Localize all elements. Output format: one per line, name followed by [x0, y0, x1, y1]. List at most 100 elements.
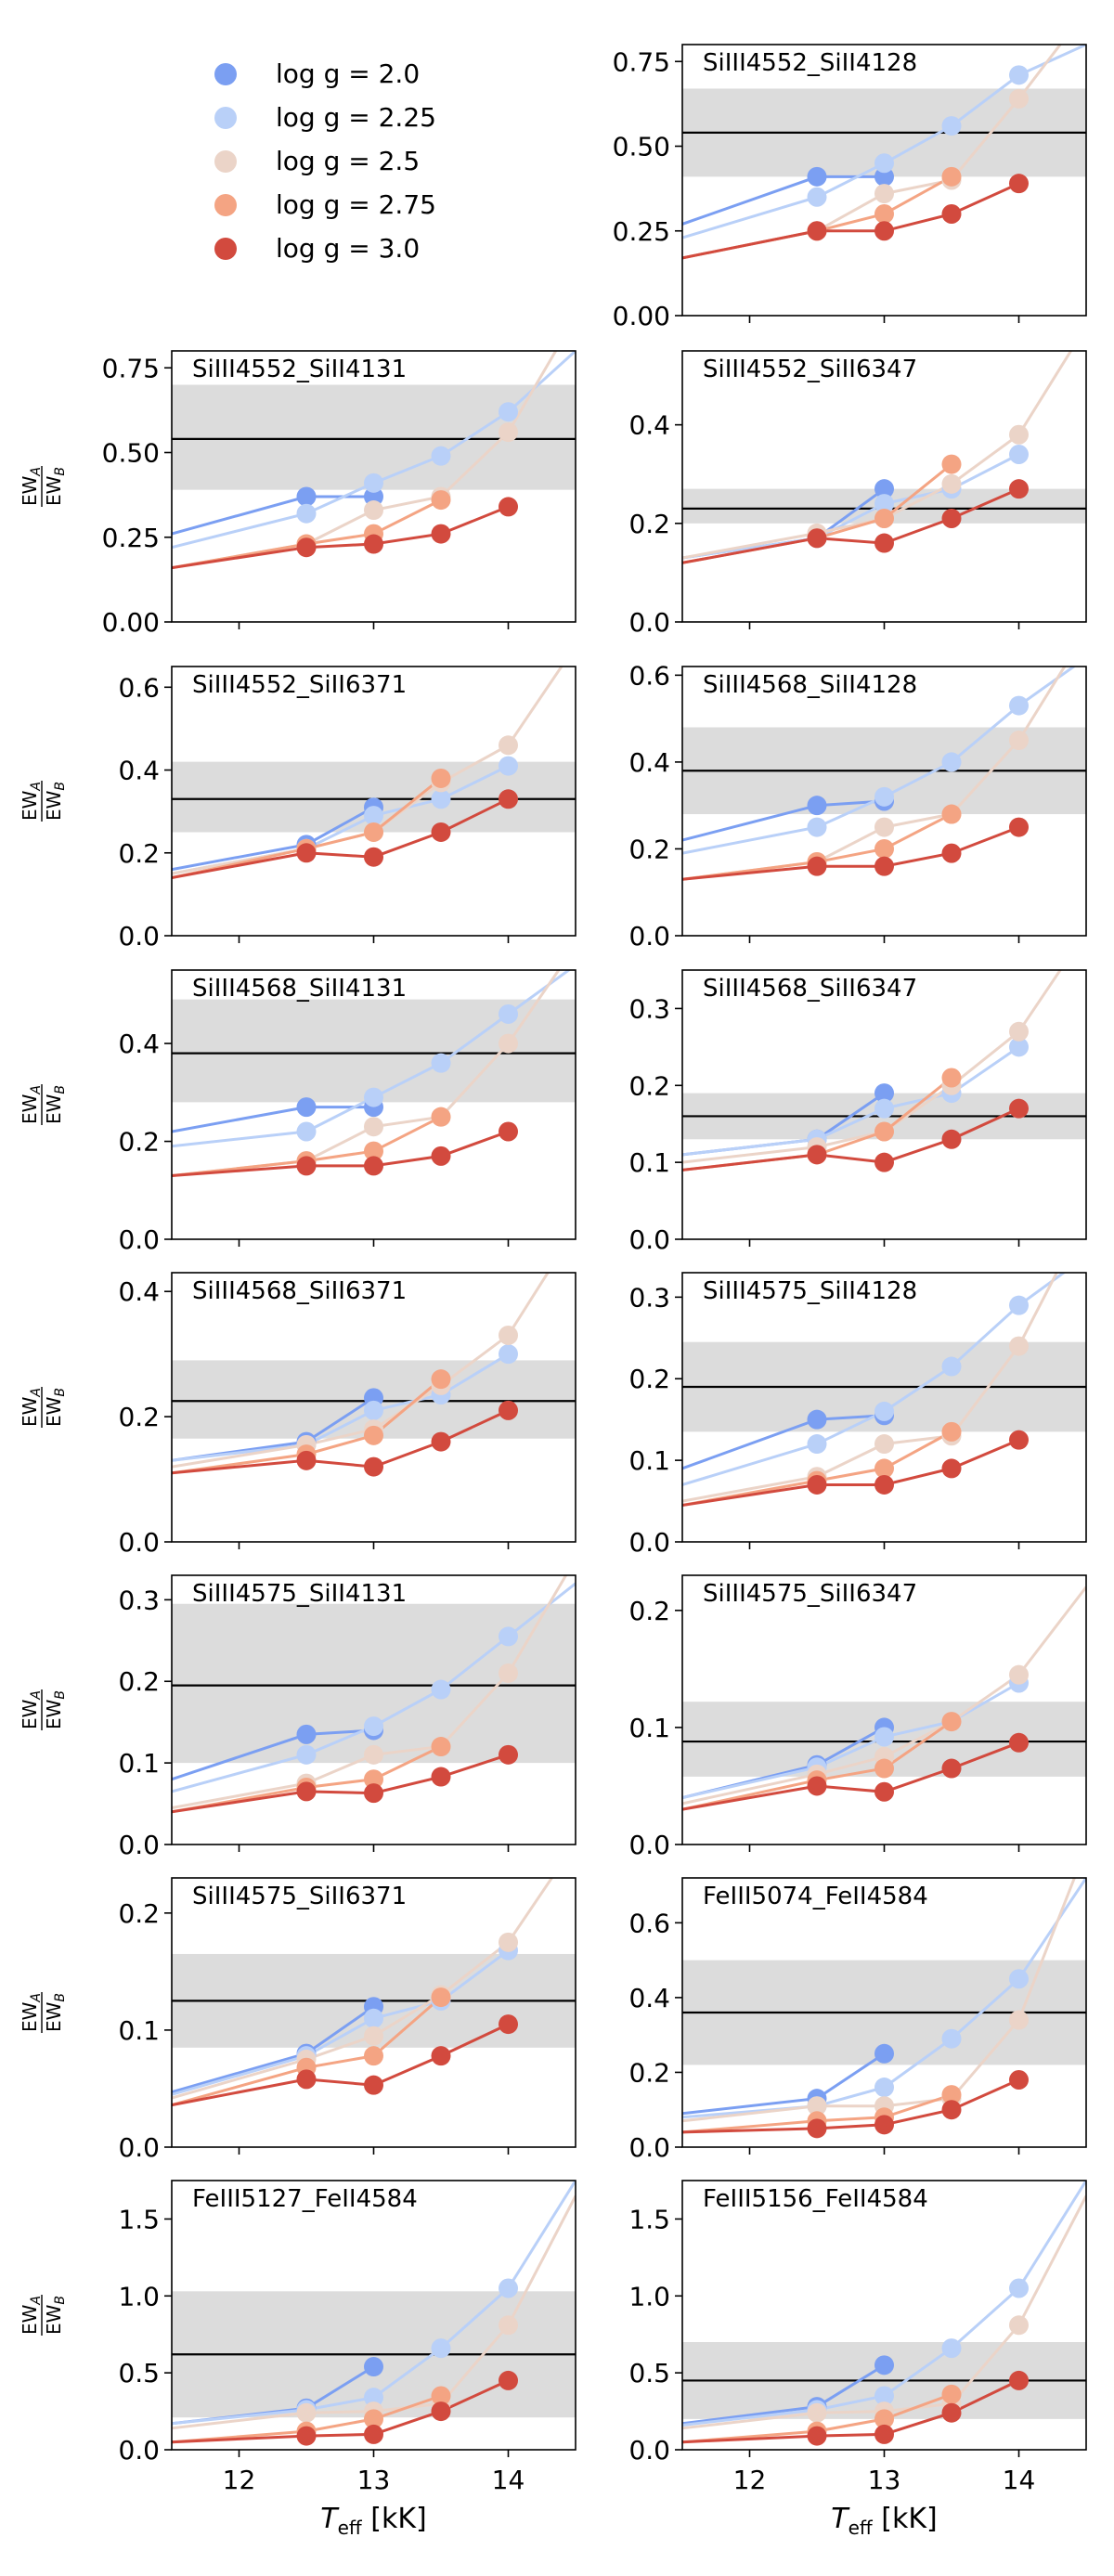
data-point — [941, 2028, 962, 2049]
plot-area — [682, 1586, 1086, 1811]
y-axis-label-numerator: EWA — [19, 2296, 44, 2335]
data-point — [431, 524, 451, 544]
series-line — [682, 1430, 952, 1507]
plot-area — [682, 1273, 1086, 1507]
series-line — [682, 2093, 952, 2134]
series-line — [172, 1745, 442, 1814]
data-point — [431, 1987, 451, 2008]
data-point — [807, 166, 827, 187]
data-point — [364, 1141, 383, 1161]
data-point — [941, 1421, 962, 1442]
data-point — [874, 494, 894, 514]
data-point — [364, 2357, 383, 2377]
data-point — [499, 1344, 518, 1365]
legend-label: log g = 2.0 — [276, 58, 420, 89]
data-point — [941, 2100, 962, 2120]
y-tick-label: 0.1 — [628, 1445, 670, 1476]
chart-panel: 0.0 0.1 0.2 0.3 SiIII4568_SiII6347 — [628, 969, 1087, 1255]
data-point — [1009, 1664, 1029, 1685]
data-point — [364, 2046, 383, 2066]
data-point — [874, 1781, 894, 1802]
data-point — [941, 454, 962, 474]
y-tick-label: 0.50 — [613, 132, 670, 162]
data-point — [296, 1724, 317, 1744]
data-point — [1009, 424, 1029, 445]
y-tick-label: 0.0 — [118, 1224, 160, 1255]
y-tick-label: 0.3 — [628, 1282, 670, 1313]
x-tick-label: 12 — [223, 2465, 256, 2495]
data-point — [296, 537, 317, 558]
series-line — [682, 45, 1086, 239]
data-point — [431, 1767, 451, 1787]
y-axis-label-denominator: EWB — [43, 782, 68, 821]
data-point — [1009, 695, 1029, 716]
y-tick-label: 0.3 — [118, 1585, 160, 1615]
data-point — [874, 1434, 894, 1455]
series-line — [682, 351, 1073, 560]
data-point — [364, 2008, 383, 2028]
y-tick-label: 0.2 — [628, 1596, 670, 1626]
plot-area — [682, 970, 1086, 1172]
y-tick-label: 1.5 — [628, 2204, 670, 2234]
plot-area — [682, 1878, 1086, 2139]
data-point — [431, 2401, 451, 2422]
data-point — [499, 1626, 518, 1647]
data-point — [874, 533, 894, 553]
data-point — [1009, 65, 1029, 85]
y-tick-label: 0.4 — [118, 1029, 160, 1059]
data-point — [499, 2278, 518, 2298]
y-tick-label: 0.1 — [628, 1713, 670, 1743]
data-point — [874, 2078, 894, 2098]
series-line — [682, 667, 1077, 855]
data-point — [874, 2424, 894, 2444]
data-point — [431, 446, 451, 466]
data-point — [941, 2402, 962, 2423]
data-point — [499, 422, 518, 443]
data-point — [364, 2388, 383, 2408]
data-point — [364, 1117, 383, 1137]
data-point — [364, 2026, 383, 2046]
data-point — [499, 1932, 518, 1952]
data-point — [1009, 817, 1029, 837]
y-tick-label: 0.6 — [118, 672, 160, 703]
data-point — [364, 1400, 383, 1420]
data-point — [1009, 2315, 1029, 2336]
data-point — [431, 2386, 451, 2406]
data-point — [874, 2409, 894, 2429]
chart-panel: 0.0 0.5 1.0 1.5 12 13 14 FeIII5127_FeII4584 EWAE… — [19, 2180, 576, 2539]
y-tick-label: 0.0 — [628, 607, 670, 638]
y-tick-label: 0.6 — [628, 660, 670, 691]
data-point — [1009, 1037, 1029, 1057]
data-point — [874, 1458, 894, 1479]
x-axis-label: Teff [kK] — [831, 2503, 937, 2539]
data-point — [874, 856, 894, 876]
data-point — [1009, 1295, 1029, 1315]
legend-label: log g = 2.25 — [276, 102, 436, 133]
series-line — [172, 1115, 442, 1177]
y-tick-label: 0.2 — [628, 834, 670, 864]
data-point — [1009, 1336, 1029, 1356]
data-point — [807, 2426, 827, 2446]
series-line — [682, 1878, 1077, 2123]
y-tick-label: 0.3 — [628, 993, 670, 1024]
y-tick-label: 0.4 — [628, 1983, 670, 2013]
y-axis-label-numerator: EWA — [19, 1690, 44, 1729]
series-line — [172, 2394, 442, 2444]
series-line — [172, 498, 442, 570]
data-point — [874, 153, 894, 174]
data-point — [1009, 174, 1029, 194]
data-point — [941, 2384, 962, 2404]
data-point — [807, 856, 827, 876]
data-point — [807, 1145, 827, 1165]
plot-area — [172, 1878, 576, 2107]
series-line — [172, 1582, 576, 1793]
y-axis-label-numerator: EWA — [19, 1388, 44, 1427]
series-line — [682, 2392, 952, 2444]
data-point — [499, 497, 518, 517]
y-tick-label: 0.0 — [628, 921, 670, 951]
x-axis-label: Teff [kK] — [320, 2503, 426, 2539]
y-tick-label: 0.00 — [613, 301, 670, 331]
data-point — [364, 822, 383, 842]
panel-title: SiIII4575_SiII4131 — [192, 1580, 407, 1608]
y-tick-label: 0.25 — [102, 523, 160, 553]
